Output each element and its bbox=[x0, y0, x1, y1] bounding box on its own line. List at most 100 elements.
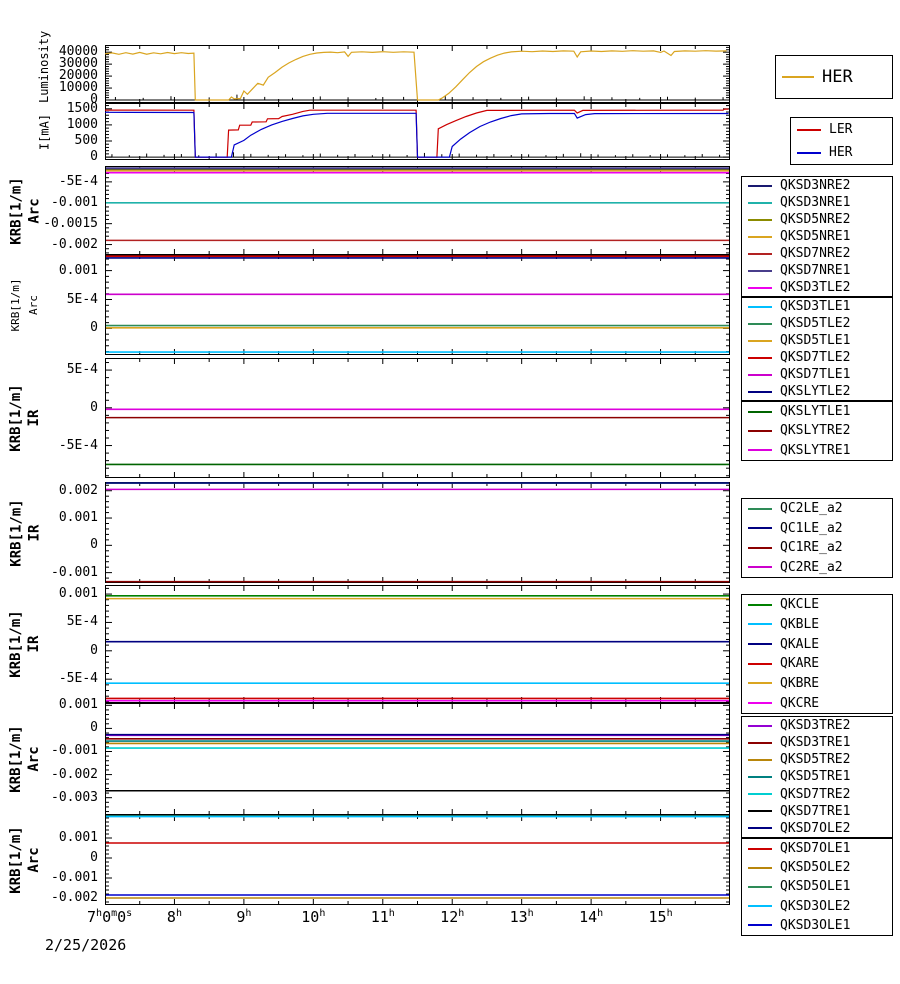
legend-krb-arc-nre: QKSD3NRE2 QKSD3NRE1 QKSD5NRE2 QKSD5NRE1 QKSD… bbox=[741, 176, 893, 297]
panel-krb-arc-nre bbox=[105, 166, 730, 255]
legend-luminosity: HER bbox=[775, 55, 893, 99]
legend-entry: QKCLE bbox=[742, 597, 892, 612]
legend-entry-label: QKSD3TLE1 bbox=[780, 299, 851, 314]
legend-entry-label: QKSD3TRE1 bbox=[780, 735, 851, 751]
legend-entry: QC2RE_a2 bbox=[742, 560, 892, 575]
legend-entry-label: QC1RE_a2 bbox=[780, 540, 843, 556]
legend-entry: QKSLYTRE1 bbox=[742, 443, 892, 458]
y-axis-label: KRB[1/m] bbox=[8, 384, 24, 452]
panel-border bbox=[105, 358, 730, 478]
legend-entry-label: QKSD7TLE2 bbox=[780, 350, 851, 365]
legend-entry: QC2LE_a2 bbox=[742, 501, 892, 516]
y-axis-sublabel: Arc bbox=[26, 197, 42, 224]
legend-entry-label: QKSLYTLE2 bbox=[780, 384, 851, 399]
legend-entry: QKBLE bbox=[742, 617, 892, 632]
legend-krb-arc-ole: QKSD7OLE1 QKSD5OLE2 QKSD5OLE1 QKSD3OLE2 QKSD… bbox=[741, 838, 893, 936]
legend-color-line bbox=[748, 662, 772, 665]
legend-entry: QKSD5NRE2 bbox=[742, 212, 892, 227]
legend-entry: QKSD7TRE2 bbox=[742, 787, 892, 802]
y-tick-label: 0.001 bbox=[58, 510, 98, 526]
legend-entry-label: QKSD7OLE1 bbox=[780, 841, 851, 857]
legend-color-line bbox=[748, 758, 772, 761]
legend-krb-ir-qc: QC2LE_a2 QC1LE_a2 QC1RE_a2 QC2RE_a2 bbox=[741, 498, 893, 578]
y-axis-sublabel: Arc bbox=[27, 295, 40, 315]
x-tick-label: 10h bbox=[301, 908, 325, 926]
legend-entry: QKSLYTLE1 bbox=[742, 404, 892, 419]
y-tick-label: 0.001 bbox=[58, 697, 98, 713]
legend-entry: QKSD5TRE1 bbox=[742, 769, 892, 784]
y-tick-label: -0.002 bbox=[51, 890, 98, 905]
legend-entry: QKSD5TLE2 bbox=[742, 316, 892, 331]
legend-color-line bbox=[748, 252, 772, 255]
legend-entry: QKARE bbox=[742, 656, 892, 671]
legend-entry: QKSD3TLE1 bbox=[742, 299, 892, 314]
legend-entry: HER bbox=[791, 145, 892, 160]
y-tick-label: 20000 bbox=[58, 68, 98, 84]
legend-entry-label: QKCRE bbox=[780, 695, 820, 711]
y-axis-label: KRB[1/m] bbox=[9, 278, 22, 332]
legend-entry: QKSD3NRE2 bbox=[742, 178, 892, 193]
legend-entry-label: QKALE bbox=[780, 636, 820, 652]
y-axis-sublabel: Arc bbox=[26, 746, 42, 772]
legend-color-line bbox=[748, 643, 772, 646]
x-tick-unit: h bbox=[458, 908, 465, 919]
legend-entry-label: QKSD7TLE1 bbox=[780, 367, 851, 382]
x-tick-unit: h bbox=[527, 908, 534, 919]
legend-color-line bbox=[748, 623, 772, 626]
legend-color-line bbox=[748, 741, 772, 744]
y-tick-label: -0.0015 bbox=[43, 215, 98, 231]
legend-entry-label: QKSD7NRE2 bbox=[780, 246, 851, 261]
x-tick-unit: h bbox=[388, 908, 395, 919]
y-tick-label: -0.002 bbox=[51, 766, 98, 782]
y-tick-label: -0.001 bbox=[51, 194, 98, 210]
x-tick-label: 9h bbox=[236, 908, 251, 926]
y-axis-sublabel: IR bbox=[26, 635, 42, 653]
legend-color-line bbox=[748, 218, 772, 221]
y-tick-label: 5E-4 bbox=[66, 291, 98, 307]
legend-entry-label: QKARE bbox=[780, 656, 820, 672]
legend-color-line bbox=[748, 682, 772, 685]
legend-entry: QKSD5OLE1 bbox=[742, 879, 892, 894]
x-tick-unit: m bbox=[111, 908, 118, 919]
legend-color-line bbox=[748, 449, 772, 452]
legend-entry-label: QKSD7TRE1 bbox=[780, 803, 851, 819]
series-her bbox=[105, 111, 729, 158]
x-tick-label: 8h bbox=[167, 908, 182, 926]
legend-color-line bbox=[748, 866, 772, 869]
legend-color-line bbox=[748, 305, 772, 308]
x-tick-unit: h bbox=[597, 908, 604, 919]
panel-beam-current bbox=[105, 103, 730, 160]
legend-color-line bbox=[748, 184, 772, 187]
y-axis-label: I[mA] bbox=[37, 113, 51, 150]
y-axis-label: KRB[1/m] bbox=[8, 725, 24, 793]
panel-krb-arc-ole bbox=[105, 815, 730, 905]
legend-entry: QKSD7NRE1 bbox=[742, 263, 892, 278]
y-tick-label: 0 bbox=[90, 149, 98, 165]
legend-entry-label: QKSD5TLE2 bbox=[780, 316, 851, 331]
y-tick-label: 0 bbox=[90, 850, 98, 865]
legend-entry-label: QKSD5NRE1 bbox=[780, 229, 851, 244]
y-tick-label: 10000 bbox=[58, 80, 98, 96]
legend-entry-label: QKSD5TRE1 bbox=[780, 769, 851, 785]
legend-krb-arc-tle: QKSD3TLE1 QKSD5TLE2 QKSD5TLE1 QKSD7TLE2 QKSD… bbox=[741, 297, 893, 401]
x-tick-label: 14h bbox=[579, 908, 603, 926]
legend-entry: QKSD7TLE1 bbox=[742, 367, 892, 382]
legend-color-line bbox=[797, 151, 821, 154]
panel-border bbox=[105, 585, 730, 703]
legend-entry-label: QKSD3TLE2 bbox=[780, 280, 851, 295]
legend-krb-ir-sly: QKSLYTLE1 QKSLYTRE2 QKSLYTRE1 bbox=[741, 401, 893, 461]
legend-color-line bbox=[748, 793, 772, 796]
y-tick-label: 40000 bbox=[58, 44, 98, 60]
legend-entry: QKSD5NRE1 bbox=[742, 229, 892, 244]
x-tick-unit: s bbox=[126, 908, 133, 919]
y-tick-label: 0 bbox=[90, 720, 98, 736]
legend-entry-label: LER bbox=[829, 122, 853, 137]
date-label: 2/25/2026 bbox=[45, 936, 127, 954]
panel-border bbox=[105, 703, 730, 815]
legend-entry: QKSD7TRE1 bbox=[742, 804, 892, 819]
legend-entry-label: QKSD3TRE2 bbox=[780, 718, 851, 734]
legend-color-line bbox=[748, 339, 772, 342]
x-tick-label: 13h bbox=[510, 908, 534, 926]
x-tick-value: 11 bbox=[370, 908, 389, 926]
legend-entry-label: QKBRE bbox=[780, 675, 820, 691]
